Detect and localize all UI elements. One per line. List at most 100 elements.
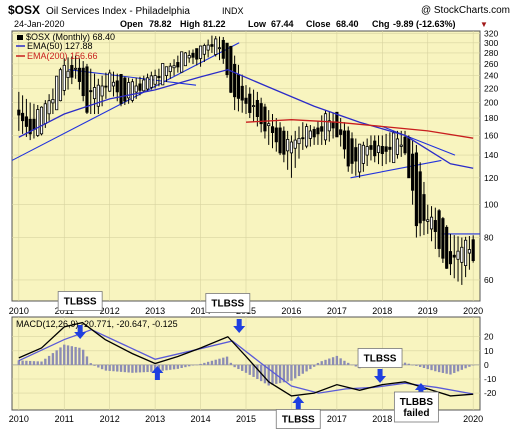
price-bar-body [43,103,47,125]
macd-histogram-bar [191,364,195,366]
macd-histogram-bar [464,364,467,369]
price-bar-body [240,85,244,101]
macd-signal-line [18,328,474,395]
macd-histogram-bar [415,364,418,366]
price-bar-body [206,44,210,51]
macd-histogram-bar [347,362,350,365]
macd-histogram-bar [93,364,96,366]
price-bar-body [138,83,142,91]
price-bar-body [17,109,21,116]
macd-histogram-bar [460,364,463,370]
price-bar-body [437,210,441,249]
price-bar-body [301,137,305,140]
price-bar-body [376,145,381,153]
price-y-tick: 100 [484,200,498,210]
price-legend: $OSX (Monthly) 68.40 EMA(50) 127.88 EMA(… [16,32,115,61]
price-bar-body [233,63,237,98]
price-bar-body [289,141,294,154]
price-bar-body [77,67,81,82]
price-bar-body [255,99,259,117]
price-bar-body [342,130,347,150]
price-bar-body [164,66,169,77]
macd-histogram-bar [316,362,320,365]
price-bar-body [21,112,25,122]
price-bar-body [236,74,241,99]
price-bar-body [384,146,388,152]
price-x-tick: 2013 [145,306,165,316]
price-x-tick: 2010 [9,306,29,316]
macd-histogram-bar [74,346,77,365]
watermark: @ StockCharts.com [421,5,510,16]
macd-histogram-bar [203,362,206,365]
price-bar-body [195,48,199,60]
up-arrow-icon [414,383,427,397]
macd-histogram-bar [286,364,289,382]
price-bar-body [172,65,176,69]
open-value: 78.82 [149,19,172,29]
price-x-tick: 2020 [463,306,483,316]
date-label: 24-Jan-2020 [14,19,65,29]
price-bar-body [134,85,138,93]
price-bar-body [123,77,127,102]
macd-histogram-bar [305,364,308,372]
macd-histogram-bar [135,364,138,373]
price-bar-body [81,67,85,97]
macd-y-tick: -10 [484,374,497,384]
price-bar-body [460,246,464,263]
price-bar-body [361,144,365,164]
price-bar-body [278,127,282,154]
macd-histogram-bar [85,356,89,365]
price-bar-body [62,64,66,91]
macd-histogram-bar [206,361,210,365]
price-bar-body [429,216,434,230]
price-y-tick: 260 [484,59,498,69]
price-bar-body [176,62,180,68]
macd-histogram-bar [437,364,441,373]
price-bar-body [452,254,456,258]
price-bar-body [350,138,354,164]
macd-histogram-bar [320,361,323,365]
macd-histogram-bar [267,364,270,386]
price-bar-body [380,145,384,155]
macd-histogram-bar [188,364,191,367]
macd-histogram-bar [472,364,475,366]
price-bar-body [395,138,400,155]
price-bar-body [145,77,150,90]
macd-histogram-bar [146,364,149,373]
close-label: Close [306,19,331,29]
price-bar-body [92,87,97,100]
price-bar-body [297,137,301,145]
price-x-tick: 2011 [55,306,74,316]
down-arrow-icon [233,319,246,333]
macd-histogram-bar [112,364,115,372]
price-bar-body [28,118,32,135]
macd-histogram-bar [40,361,43,365]
price-bar-body [445,226,449,269]
macd-histogram-bar [100,364,104,370]
price-bar-body [464,239,468,266]
high-value: 81.22 [203,19,226,29]
price-bar-body [373,140,377,157]
price-bar-body [55,75,59,111]
macd-histogram-bar [294,364,297,379]
price-x-tick: 2018 [372,306,392,316]
price-bar-body [251,105,256,108]
macd-histogram-bar [82,349,85,365]
price-bar-body [331,121,335,129]
price-bar-body [157,75,161,79]
macd-histogram-bar [290,364,293,381]
down-arrow-icon [74,325,87,339]
price-bar-body [70,65,74,78]
macd-histogram-bar [324,359,327,365]
high-label: High [180,19,200,29]
price-bar-body [323,113,328,141]
macd-y-tick: -20 [484,388,497,398]
macd-histogram-bar [47,355,51,365]
price-bar-body [418,171,422,224]
macd-histogram-bar [309,364,312,370]
price-bar-body [441,218,445,259]
price-bar-body [422,194,426,221]
price-bar-body [433,220,437,232]
index-name: Oil Services Index - Philadelphia [46,6,190,17]
macd-histogram-bar [434,364,437,372]
